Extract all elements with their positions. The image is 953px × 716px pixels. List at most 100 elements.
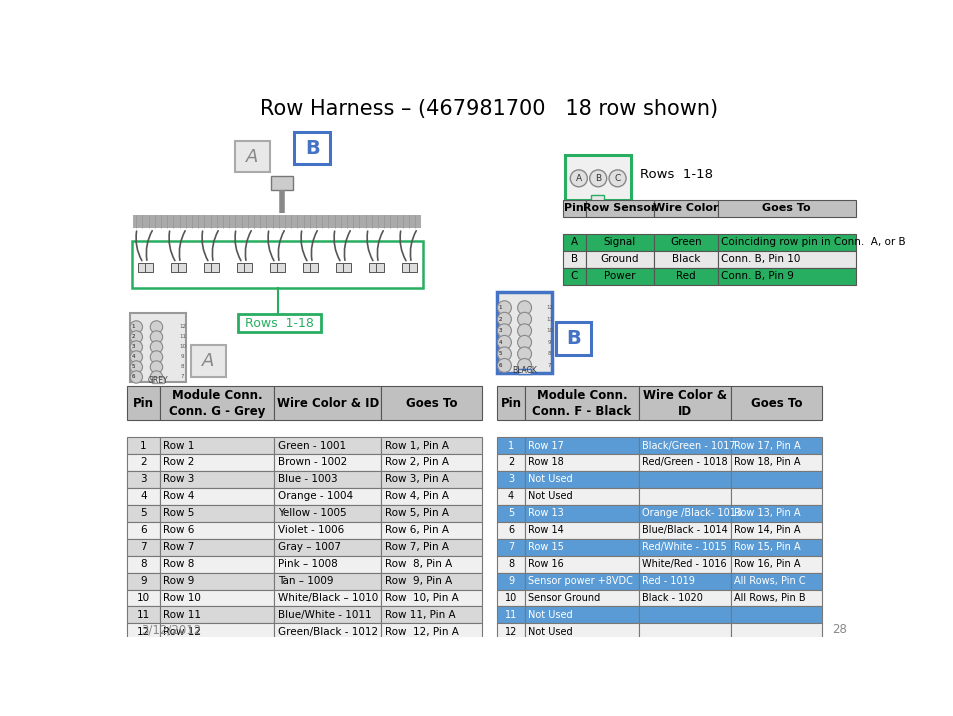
Text: 11: 11 — [136, 610, 150, 620]
Text: Wire Color: Wire Color — [653, 203, 718, 213]
Text: Row 10: Row 10 — [163, 593, 201, 603]
Bar — [730, 505, 821, 522]
Text: B: B — [570, 254, 578, 264]
Bar — [343, 263, 351, 272]
Bar — [159, 454, 274, 471]
Bar — [381, 471, 481, 488]
Text: 6: 6 — [498, 363, 502, 368]
Bar — [274, 505, 381, 522]
Bar — [335, 263, 343, 272]
Text: Orange - 1004: Orange - 1004 — [278, 491, 353, 501]
Text: Row 15, Pin A: Row 15, Pin A — [733, 542, 800, 552]
Bar — [639, 538, 730, 556]
Bar — [730, 589, 821, 606]
Bar — [524, 437, 639, 454]
Text: Row 13: Row 13 — [527, 508, 563, 518]
Bar — [127, 454, 159, 471]
Text: Rows  1-18: Rows 1-18 — [245, 316, 314, 329]
Bar — [127, 606, 159, 624]
Text: 4: 4 — [132, 354, 134, 359]
Bar — [497, 454, 524, 471]
Bar — [524, 488, 639, 505]
Text: 1: 1 — [140, 440, 147, 450]
Bar — [524, 386, 639, 420]
Bar — [497, 471, 524, 488]
Bar — [381, 556, 481, 573]
Text: Signal: Signal — [603, 237, 636, 247]
Bar — [381, 624, 481, 640]
Bar — [159, 538, 274, 556]
Text: All Rows, Pin C: All Rows, Pin C — [733, 576, 804, 586]
Text: BLACK: BLACK — [512, 367, 537, 375]
Bar — [381, 386, 481, 420]
Text: 3: 3 — [132, 344, 134, 349]
Bar — [178, 263, 186, 272]
Text: 2: 2 — [140, 458, 147, 468]
Text: 8: 8 — [140, 559, 147, 569]
Bar — [127, 488, 159, 505]
Text: Module Conn.
Conn. G - Grey: Module Conn. Conn. G - Grey — [169, 389, 265, 417]
Text: Row 14: Row 14 — [527, 526, 563, 535]
Text: A: A — [576, 174, 581, 183]
Circle shape — [130, 371, 142, 383]
Bar — [717, 233, 855, 251]
Bar — [717, 200, 855, 217]
Text: A: A — [570, 237, 578, 247]
Text: Green: Green — [669, 237, 700, 247]
Bar — [127, 573, 159, 589]
Bar — [381, 522, 481, 538]
Bar — [497, 437, 524, 454]
Bar — [159, 624, 274, 640]
Circle shape — [608, 170, 625, 187]
Text: C: C — [570, 271, 578, 281]
Bar — [562, 233, 585, 251]
Text: 12: 12 — [545, 305, 553, 310]
Circle shape — [517, 347, 531, 361]
Text: 2: 2 — [132, 334, 134, 339]
Bar — [204, 263, 212, 272]
Text: 9: 9 — [507, 576, 514, 586]
Text: 10: 10 — [136, 593, 150, 603]
Bar — [730, 573, 821, 589]
Bar — [171, 263, 178, 272]
Bar — [127, 624, 159, 640]
Circle shape — [150, 341, 162, 353]
Bar — [159, 522, 274, 538]
Text: Row  12, Pin A: Row 12, Pin A — [385, 626, 458, 637]
Bar — [401, 263, 409, 272]
Circle shape — [517, 301, 531, 314]
Bar — [274, 624, 381, 640]
Text: 3/12/2012: 3/12/2012 — [141, 623, 201, 636]
Text: Ground: Ground — [600, 254, 639, 264]
Bar — [639, 624, 730, 640]
Bar — [585, 251, 654, 268]
Text: 4: 4 — [140, 491, 147, 501]
Bar — [524, 454, 639, 471]
Bar — [497, 505, 524, 522]
Bar — [639, 606, 730, 624]
Text: White/Red - 1016: White/Red - 1016 — [641, 559, 726, 569]
Bar — [497, 589, 524, 606]
Bar — [639, 522, 730, 538]
Bar — [159, 488, 274, 505]
Bar — [159, 386, 274, 420]
Bar — [274, 522, 381, 538]
Text: 2: 2 — [507, 458, 514, 468]
Circle shape — [570, 170, 587, 187]
Circle shape — [517, 359, 531, 372]
Text: 4: 4 — [132, 354, 134, 359]
Circle shape — [130, 361, 142, 373]
FancyBboxPatch shape — [237, 314, 320, 332]
Text: 8: 8 — [547, 352, 551, 357]
Text: 11: 11 — [545, 316, 553, 321]
Text: Not Used: Not Used — [527, 610, 572, 620]
Bar — [654, 233, 717, 251]
Text: Row  10, Pin A: Row 10, Pin A — [385, 593, 458, 603]
Bar — [127, 522, 159, 538]
Text: Red/White - 1015: Red/White - 1015 — [641, 542, 726, 552]
Text: Black: Black — [671, 254, 700, 264]
Text: GREY: GREY — [148, 376, 168, 384]
Bar — [730, 386, 821, 420]
Circle shape — [497, 324, 511, 338]
Text: 3: 3 — [140, 475, 147, 485]
